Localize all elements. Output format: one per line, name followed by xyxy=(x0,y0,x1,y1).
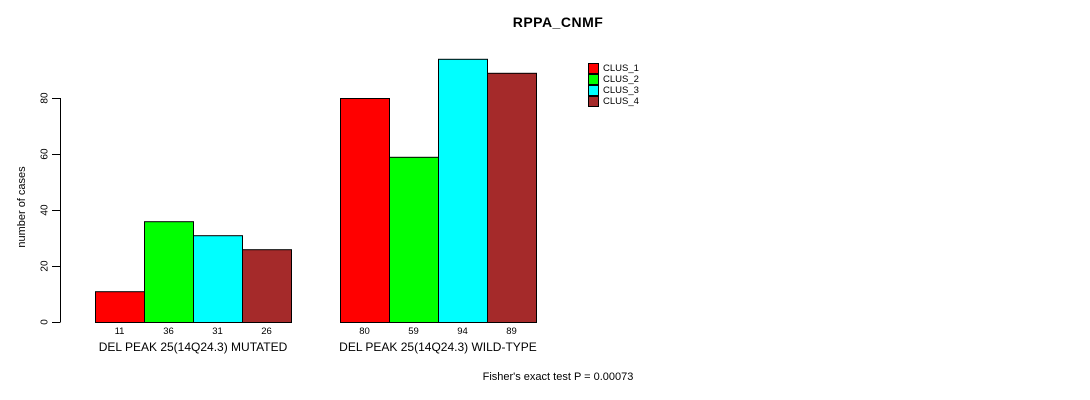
legend-swatch-clus_2 xyxy=(588,74,599,85)
bar-value-label: 36 xyxy=(163,326,174,337)
bar-clus_1-group2 xyxy=(340,98,390,323)
legend-swatch-clus_3 xyxy=(588,85,599,96)
legend-label-clus_3: CLUS_3 xyxy=(603,85,639,96)
bar-clus_2-group2 xyxy=(389,156,439,323)
y-tick-label: 80 xyxy=(40,92,51,104)
bar-clus_2-group1 xyxy=(144,221,194,323)
bar-value-label: 26 xyxy=(261,326,272,337)
bar-value-label: 89 xyxy=(506,326,517,337)
bar-clus_3-group2 xyxy=(438,58,488,324)
y-tick-label: 60 xyxy=(40,148,51,160)
y-tick-label: 20 xyxy=(40,260,51,272)
bar-clus_3-group1 xyxy=(193,235,243,323)
legend-label-clus_4: CLUS_4 xyxy=(603,96,639,107)
bar-value-label: 59 xyxy=(408,326,419,337)
bar-clus_1-group1 xyxy=(95,291,145,324)
x-category-label: DEL PEAK 25(14Q24.3) MUTATED xyxy=(99,340,288,354)
legend-label-clus_2: CLUS_2 xyxy=(603,74,639,85)
bar-value-label: 31 xyxy=(212,326,223,337)
legend-swatch-clus_1 xyxy=(588,63,599,74)
bar-value-label: 11 xyxy=(115,326,125,337)
bar-clus_4-group2 xyxy=(487,72,537,323)
fisher-test-annotation: Fisher's exact test P = 0.00073 xyxy=(482,371,634,383)
bar-value-label: 80 xyxy=(359,326,370,337)
bar-clus_4-group1 xyxy=(242,249,292,323)
bar-value-label: 94 xyxy=(457,326,468,337)
legend-label-clus_1: CLUS_1 xyxy=(603,63,639,74)
x-category-label: DEL PEAK 25(14Q24.3) WILD-TYPE xyxy=(339,340,537,354)
legend-swatch-clus_4 xyxy=(588,96,599,107)
chart-title: RPPA_CNMF xyxy=(512,14,604,30)
y-tick-label: 0 xyxy=(40,319,51,325)
y-tick-label: 40 xyxy=(40,204,51,216)
